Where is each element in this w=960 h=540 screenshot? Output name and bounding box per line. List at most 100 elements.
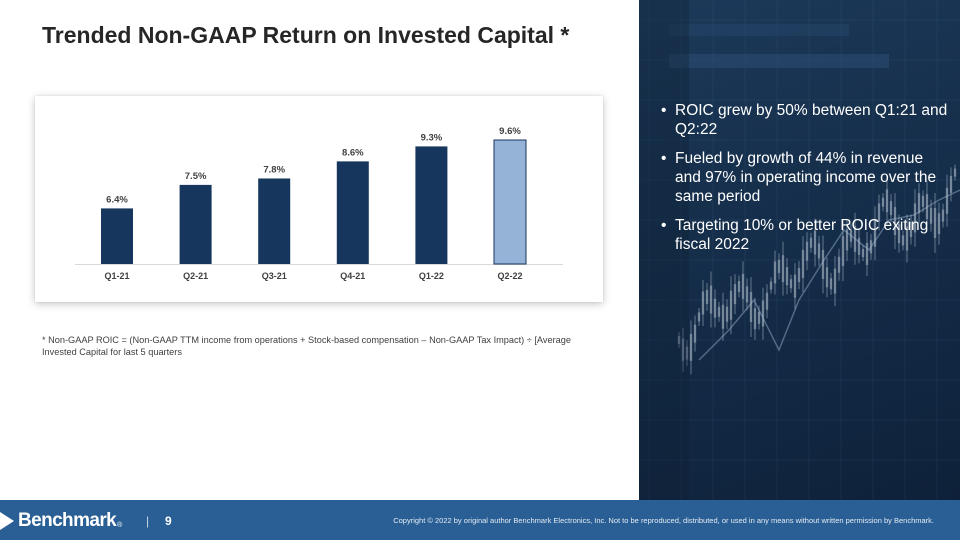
bg-candle-body <box>753 308 757 330</box>
bg-candle-body <box>681 338 685 361</box>
footer-separator: | <box>146 514 150 528</box>
bg-candle-body <box>701 291 705 315</box>
x-tick-label: Q1-22 <box>419 271 444 281</box>
bg-candle-body <box>677 336 681 344</box>
stock-chart-graphic <box>639 0 960 500</box>
footnote: * Non-GAAP ROIC = (Non-GAAP TTM income f… <box>42 335 571 357</box>
bg-ticker-strip <box>669 24 849 36</box>
bullet-text: ROIC grew by 50% between Q1:21 and Q2:22 <box>675 102 948 138</box>
data-label: 7.5% <box>185 171 207 182</box>
bg-candle-body <box>897 224 901 244</box>
bg-candle-body <box>921 195 925 207</box>
bg-candle-body <box>809 237 813 248</box>
bg-candle-body <box>801 249 805 278</box>
bg-candle-body <box>829 278 833 290</box>
x-tick-label: Q2-21 <box>183 271 208 281</box>
x-tick-label: Q1-21 <box>104 271 129 281</box>
bg-candle-body <box>909 222 913 238</box>
benchmark-triangle-icon <box>0 512 14 530</box>
bg-trend-line <box>698 189 960 361</box>
bg-ticker-strip <box>669 54 889 68</box>
bg-candle-body <box>865 242 869 265</box>
bullet-text: Fueled by growth of 44% in revenue and 9… <box>675 150 937 205</box>
roic-bar-chart: 6.4% Q1-21 7.5% Q2-21 7.8% Q3-21 8.6% Q4-21 9.3%… <box>75 126 563 281</box>
bg-candle-body <box>841 236 845 267</box>
bg-candle-body <box>793 274 797 298</box>
bg-candle-body <box>913 203 917 233</box>
bg-candle-body <box>929 207 933 224</box>
bg-candle-body <box>849 229 853 242</box>
bg-candle-body <box>737 281 741 293</box>
footer-bar <box>0 500 960 540</box>
bg-candle-body <box>725 306 729 322</box>
bg-candle-body <box>953 168 957 177</box>
bg-candle-body <box>733 284 737 305</box>
bg-candle-body <box>857 237 861 255</box>
bar-q2-21 <box>179 184 212 264</box>
bg-candle-body <box>877 203 881 222</box>
bg-candle-body <box>797 268 801 283</box>
bullet-text: Targeting 10% or better ROIC exiting fis… <box>675 217 929 253</box>
bullet-item: • Targeting 10% or better ROIC exiting fi… <box>661 216 951 254</box>
benchmark-logo: Benchmark ® <box>0 510 123 531</box>
bg-candle-body <box>861 249 865 258</box>
slide-title: Trended Non-GAAP Return on Invested Capi… <box>42 22 570 48</box>
bg-candle-body <box>697 312 701 322</box>
bullet-item: • ROIC grew by 50% between Q1:21 and Q2:2… <box>661 101 951 139</box>
bullet-dot-icon: • <box>661 102 667 119</box>
bg-candle-body <box>941 209 945 222</box>
bar-q1-22 <box>415 146 448 264</box>
bg-candle-body <box>813 230 817 255</box>
logo-text: Benchmark <box>18 510 117 531</box>
chart-card: 6.4% Q1-21 7.5% Q2-21 7.8% Q3-21 8.6% Q4-21 9.3%… <box>35 96 603 302</box>
bg-candle-body <box>937 213 941 235</box>
bg-candle-body <box>717 306 721 317</box>
bg-candle-body <box>781 255 785 283</box>
background-stock-chart-image <box>639 0 960 500</box>
bg-candle-body <box>905 226 909 251</box>
registered-mark: ® <box>117 522 123 529</box>
bg-candle-body <box>745 286 749 303</box>
bar-q3-21 <box>258 178 291 264</box>
x-tick-label: Q2-22 <box>497 271 522 281</box>
bullet-dot-icon: • <box>661 217 667 234</box>
data-label: 7.8% <box>263 164 285 175</box>
bg-candle-body <box>817 243 821 259</box>
bg-candle-body <box>713 298 717 318</box>
bg-candle-body <box>777 259 781 273</box>
data-label: 6.4% <box>106 194 128 205</box>
bullet-item: • Fueled by growth of 44% in revenue and … <box>661 149 951 206</box>
x-tick-label: Q4-21 <box>340 271 365 281</box>
bg-candle-body <box>837 256 841 273</box>
bg-candle-body <box>925 194 929 220</box>
x-tick-label: Q3-21 <box>262 271 287 281</box>
bg-candle-body <box>785 267 789 286</box>
bg-candle-body <box>893 207 897 236</box>
bg-candle-body <box>873 219 877 247</box>
bg-candle-body <box>945 187 949 214</box>
bg-candle-body <box>881 197 885 207</box>
bg-candle-body <box>765 292 769 310</box>
page-number: 9 <box>165 514 172 528</box>
bar-q2-22 <box>493 139 527 265</box>
bg-candle-body <box>729 290 733 320</box>
bg-vignette <box>639 0 689 500</box>
bg-candle-body <box>825 267 829 288</box>
bg-candle-body <box>709 285 713 314</box>
bg-candle-body <box>741 273 745 299</box>
bg-candle-body <box>769 281 773 290</box>
bg-candle-body <box>757 311 761 324</box>
bar-q4-21 <box>336 161 369 264</box>
bullet-list: • ROIC grew by 50% between Q1:21 and Q2:2… <box>661 101 951 264</box>
bg-candle-body <box>901 235 905 246</box>
data-label: 9.3% <box>421 132 443 143</box>
bg-candle-body <box>789 279 793 289</box>
bg-candle-body <box>805 241 809 261</box>
bg-candle-body <box>885 189 889 213</box>
bg-candle-body <box>821 249 825 279</box>
bg-candle-body <box>705 289 709 304</box>
data-label: 8.6% <box>342 147 364 158</box>
bg-candle-body <box>853 225 857 252</box>
bg-candle-body <box>949 175 953 193</box>
bg-candle-body <box>889 201 893 216</box>
